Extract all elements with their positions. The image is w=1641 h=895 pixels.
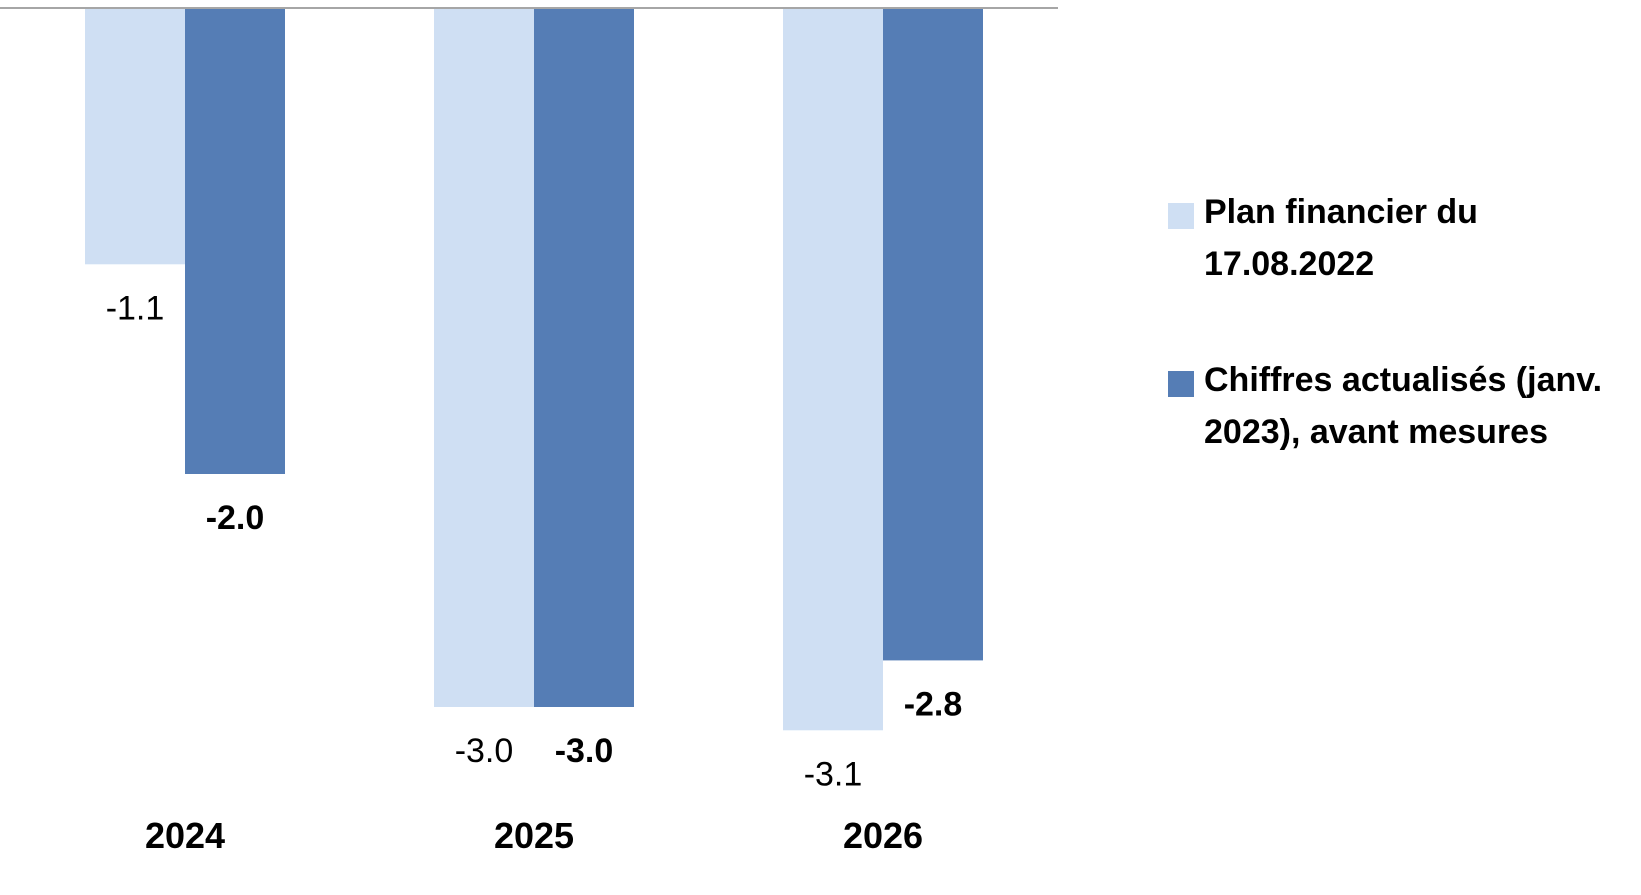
bars-group (85, 8, 983, 731)
legend-item-plan-financier: Plan financier du 17.08.2022 (1168, 186, 1638, 290)
legend-item-chiffres-actualises: Chiffres actualisés (janv. 2023), avant … (1168, 354, 1638, 458)
legend-swatch-plan-financier (1168, 203, 1194, 229)
data-label-series1-2026: -3.1 (804, 755, 863, 793)
category-labels-group: 2024 2025 2026 (145, 815, 923, 856)
legend: Plan financier du 17.08.2022 Chiffres ac… (1168, 186, 1638, 458)
bar-series1-2025 (434, 8, 534, 707)
category-label-2026: 2026 (843, 815, 923, 856)
legend-label-chiffres-actualises: Chiffres actualisés (janv. 2023), avant … (1204, 361, 1603, 451)
bar-series1-2026 (783, 8, 883, 731)
category-label-2024: 2024 (145, 815, 225, 856)
bar-series2-2024 (185, 8, 285, 474)
bar-series2-2026 (883, 8, 983, 661)
data-label-series2-2025: -3.0 (555, 732, 614, 770)
bar-series2-2025 (534, 8, 634, 707)
data-labels-group: -1.1 -2.0 -3.0 -3.0 -3.1 -2.8 (106, 289, 963, 793)
bar-series1-2024 (85, 8, 185, 265)
legend-swatch-chiffres-actualises (1168, 371, 1194, 397)
legend-label-plan-financier: Plan financier du 17.08.2022 (1204, 193, 1478, 283)
data-label-series1-2024: -1.1 (106, 289, 165, 327)
data-label-series1-2025: -3.0 (455, 732, 514, 770)
category-label-2025: 2025 (494, 815, 574, 856)
data-label-series2-2024: -2.0 (206, 499, 265, 537)
data-label-series2-2026: -2.8 (904, 685, 963, 723)
